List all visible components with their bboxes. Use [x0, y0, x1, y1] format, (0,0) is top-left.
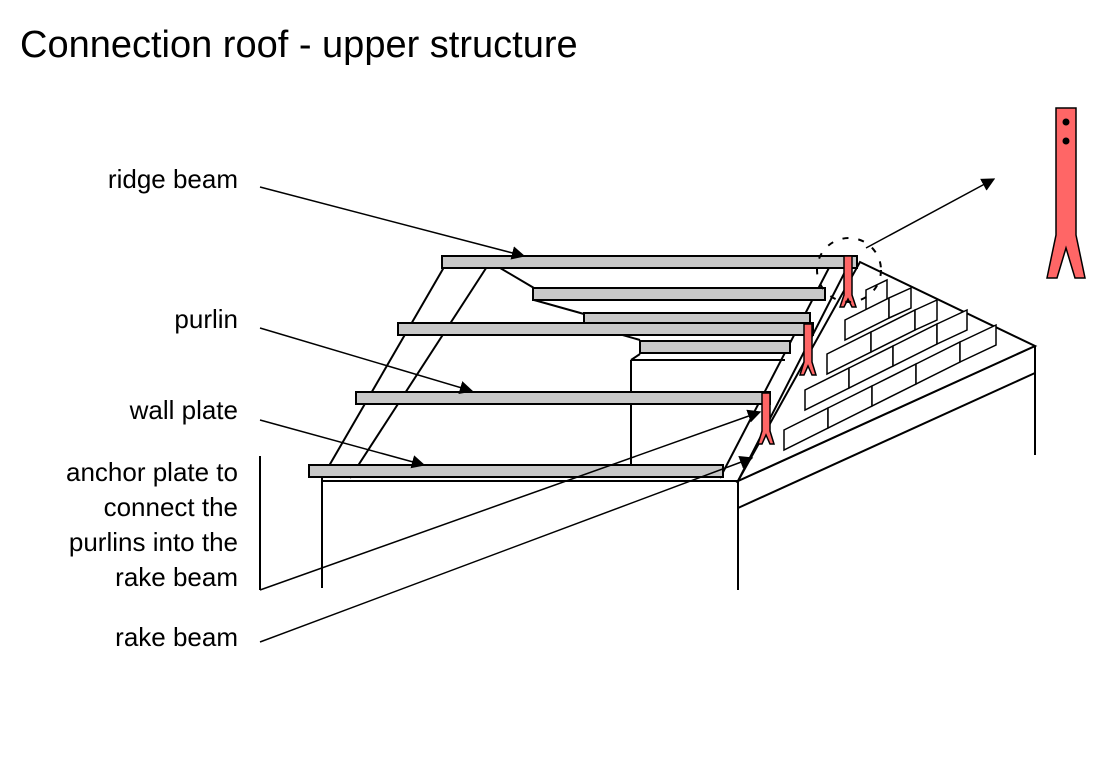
outer-rafter [321, 261, 448, 479]
label-purlin: purlin [174, 304, 238, 334]
gable-eave-lower [737, 372, 1036, 509]
arrow-detail [865, 178, 996, 249]
arrow-ridge-beam [259, 186, 526, 260]
anchor-plate-mid [798, 323, 818, 376]
anchor-plate-top [838, 255, 858, 308]
anchor-plate-low [756, 392, 776, 445]
label-wall-plate: wall plate [129, 395, 238, 425]
lower-purlin [355, 391, 771, 405]
rake-beam-line [737, 261, 851, 482]
label-anchor-plate: anchor plate to connect the purlins into… [66, 455, 238, 595]
anchor-plate-detail [1046, 107, 1086, 279]
inner-rafter [349, 261, 491, 479]
detail-circle [816, 237, 882, 303]
purlin-back-3 [639, 340, 791, 354]
hip-step-4 [630, 353, 641, 361]
arrow-anchor-plate [259, 409, 762, 591]
label-rake-beam: rake beam [115, 622, 238, 652]
label-anchor-line-3: purlins into the [68, 527, 238, 557]
beams [308, 255, 858, 478]
diagram-title: Connection roof - upper structure [20, 24, 578, 66]
bolt-hole-1 [1062, 118, 1070, 126]
brick-gable [735, 260, 1038, 484]
purlin [397, 322, 814, 336]
wall-plate [308, 464, 724, 478]
ridge-beam [441, 255, 858, 269]
bolt-hole-2 [1062, 137, 1070, 145]
purlin-back-2 [583, 312, 811, 324]
label-anchor-line-4: rake beam [115, 562, 238, 592]
label-ridge-beam: ridge beam [107, 164, 238, 194]
anchor-plates [756, 255, 858, 445]
arrow-rake-beam [259, 455, 754, 643]
label-anchor-line-2: connect the [103, 492, 238, 522]
label-anchor-line-1: anchor plate to [65, 457, 238, 487]
purlin-back-1 [532, 287, 826, 301]
anchor-plate-large [1046, 107, 1086, 279]
arrow-purlin [259, 327, 474, 395]
hip-step-2 [533, 299, 585, 315]
leader-arrows [259, 178, 996, 643]
arrow-wall-plate [259, 419, 426, 469]
